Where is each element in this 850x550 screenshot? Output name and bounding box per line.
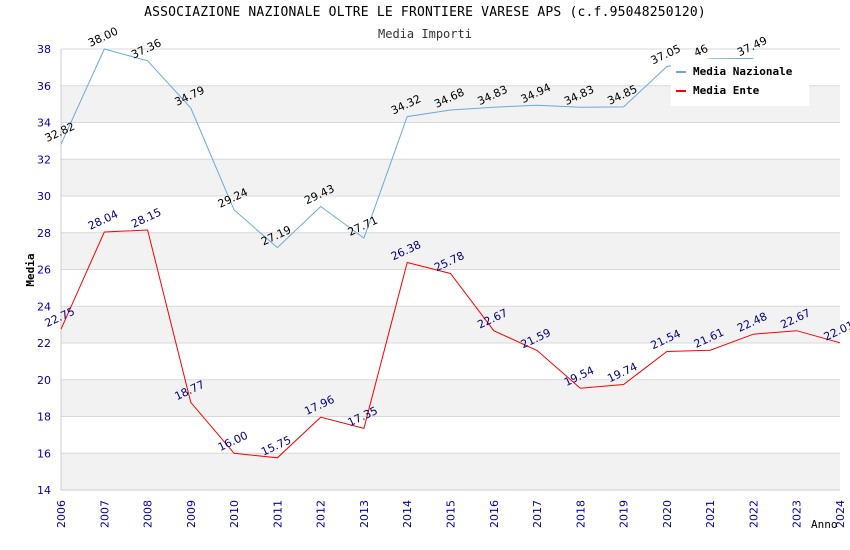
y-tick-label: 22 [37,337,51,350]
x-tick-label: 2010 [228,500,241,528]
data-point [362,237,365,240]
chart-title: ASSOCIAZIONE NAZIONALE OLTRE LE FRONTIER… [144,5,706,20]
data-point [276,456,279,459]
data-point [406,261,409,264]
data-point [622,383,625,386]
x-tick-label: 2015 [445,500,458,528]
data-label: 38.00 [86,25,120,50]
data-point [536,349,539,352]
y-axis-title: Media [24,253,37,286]
gridlines [61,48,840,491]
x-tick-label: 2009 [185,500,198,528]
grid-band [61,379,840,417]
x-tick-label: 2008 [142,500,155,528]
x-tick-label: 2007 [98,500,111,528]
data-label: 46 [692,42,710,60]
x-tick-label: 2006 [55,500,68,528]
data-point [752,333,755,336]
data-point [103,48,106,51]
x-axis-title: Anno [811,518,838,531]
series-line-media-nazionale [60,48,754,249]
legend: Media Nazionale Media Ente [671,59,809,106]
data-point [146,228,149,231]
data-point [665,65,668,68]
data-point [362,427,365,430]
data-label: 16.00 [216,429,250,454]
x-tick-label: 2012 [315,500,328,528]
y-tick-label: 34 [37,117,51,130]
y-tick-label: 36 [37,80,51,93]
y-tick-label: 38 [37,43,51,56]
data-point [189,401,192,404]
x-tick-label: 2018 [574,500,587,528]
x-tick-label: 2020 [661,500,674,528]
data-point [709,349,712,352]
y-tick-label: 28 [37,227,51,240]
y-tick-label: 32 [37,153,51,166]
x-tick-label: 2024 [834,500,847,528]
data-point [189,106,192,109]
data-point [579,387,582,390]
legend-box [671,59,809,106]
grid-bands [61,85,840,490]
y-tick-label: 30 [37,190,51,203]
series-line-media-ente [60,229,841,459]
data-point [319,205,322,208]
series-group [60,48,842,459]
data-label: 28.04 [86,208,120,233]
grid-band [61,306,840,343]
x-tick-label: 2023 [791,500,804,528]
x-tick-label: 2014 [401,500,414,528]
data-point [103,231,106,234]
y-tick-label: 20 [37,374,51,387]
data-point [665,350,668,353]
data-label: 37.49 [735,34,769,59]
y-tick-label: 16 [37,447,51,460]
x-tick-label: 2017 [531,500,544,528]
x-tick-label: 2022 [747,500,760,528]
data-point [406,115,409,118]
data-point [839,341,842,344]
grid-band [61,159,840,196]
data-point [492,106,495,109]
data-point [449,272,452,275]
data-point [233,208,236,211]
data-point [276,246,279,249]
data-point [579,106,582,109]
x-tick-label: 2021 [704,500,717,528]
y-tick-label: 24 [37,300,51,313]
y-tick-label: 18 [37,411,51,424]
data-point [622,105,625,108]
legend-label-media-ente: Media Ente [693,84,760,97]
x-tick-label: 2011 [271,500,284,528]
data-point [319,416,322,419]
data-point [795,329,798,332]
legend-label-media-nazionale: Media Nazionale [693,65,793,78]
grid-band [61,453,840,490]
x-tick-label: 2019 [618,500,631,528]
grid-band [61,232,840,270]
y-tick-label: 26 [37,264,51,277]
data-label: 37.36 [129,36,163,61]
data-point [449,109,452,112]
data-point [536,104,539,107]
x-tick-label: 2013 [358,500,371,528]
data-label: 28.15 [129,206,163,231]
data-point [60,328,63,331]
data-point [492,329,495,332]
chart-subtitle: Media Importi [378,27,472,41]
y-tick-label: 14 [37,484,51,497]
x-tick-label: 2016 [488,500,501,528]
data-point [60,143,63,146]
data-point [146,59,149,62]
data-point [233,452,236,455]
